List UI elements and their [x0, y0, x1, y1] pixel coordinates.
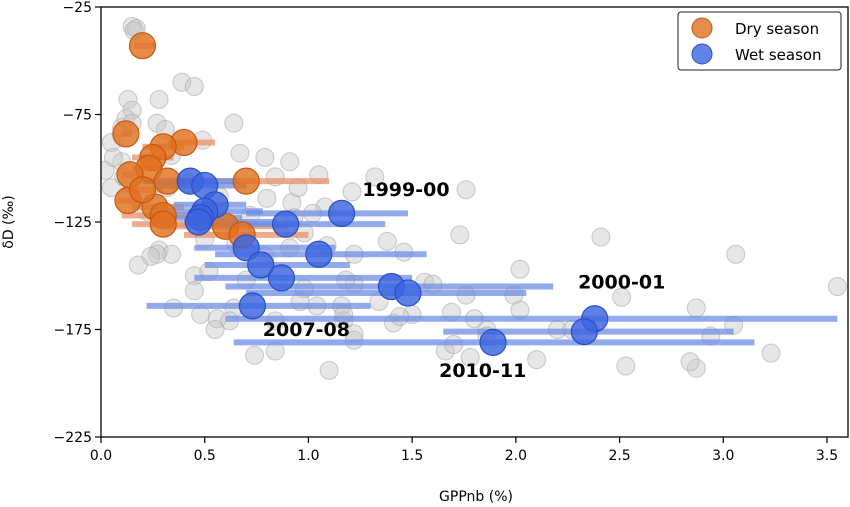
background-point: [827, 277, 847, 296]
wet-season-point: [328, 199, 356, 227]
y-tick-label: −25: [62, 0, 92, 16]
background-point: [128, 255, 148, 275]
background-point: [510, 259, 530, 279]
plot-area: 1999-00 2007-08 2000-01 2010-11: [101, 16, 847, 382]
background-point: [101, 178, 121, 198]
background-point: [591, 227, 611, 247]
wet-season-point: [394, 279, 422, 307]
annotation-2010-11: 2010-11: [439, 360, 526, 382]
background-point: [527, 350, 547, 370]
dry-season-point: [112, 120, 140, 148]
wet-season-point: [272, 210, 300, 238]
dry-season-point: [128, 176, 157, 204]
background-point: [184, 281, 204, 301]
x-axis-label: GPPnb (%): [439, 489, 513, 505]
background-point: [118, 89, 138, 109]
legend-marker-dry: [691, 17, 713, 39]
background-point: [761, 343, 781, 363]
background-point: [224, 113, 244, 133]
background-point: [319, 360, 339, 380]
wet-season-point: [238, 292, 267, 320]
legend-label-wet: Wet season: [735, 46, 822, 64]
background-point: [460, 347, 480, 367]
background-point: [612, 287, 632, 307]
background-point: [280, 152, 300, 172]
y-tick-label: −225: [54, 430, 92, 446]
background-point: [149, 89, 169, 109]
wet-season-point: [479, 328, 507, 356]
legend-marker-wet: [691, 43, 713, 65]
y-tick-label: −175: [54, 323, 92, 339]
wet-season-point: [570, 318, 598, 346]
dry-season-point: [149, 210, 177, 238]
x-tick-label: 1.0: [297, 448, 319, 464]
background-point: [680, 352, 700, 372]
background-point: [365, 167, 385, 187]
annotation-2007-08: 2007-08: [263, 319, 350, 341]
background-point: [244, 345, 264, 365]
x-tick-label: 2.0: [505, 448, 527, 464]
background-point: [205, 320, 225, 339]
legend-box: [677, 11, 842, 71]
dry-season-point: [128, 32, 157, 60]
legend-label-dry: Dry season: [735, 20, 819, 38]
background-point: [172, 72, 192, 92]
wet-season-point: [247, 251, 275, 279]
background-point: [184, 77, 204, 97]
dry-season-point: [232, 167, 260, 195]
background-point: [255, 148, 275, 167]
background-point: [342, 182, 362, 202]
dry-season-point: [153, 167, 181, 195]
background-point: [686, 298, 706, 318]
background-point: [377, 231, 397, 251]
y-tick-label: −125: [54, 215, 92, 231]
background-point: [616, 356, 636, 376]
background-point: [230, 143, 250, 163]
axes: 0.0 0.5 1.0 1.5 2.0 2.5 3.0 3.5 −25 −75 −125 −175 −2…: [54, 0, 839, 464]
x-tick-label: 0.5: [194, 448, 216, 464]
x-tick-label: 0.0: [90, 448, 112, 464]
x-tick-label: 2.5: [608, 448, 630, 464]
wet-season-point: [305, 240, 333, 268]
annotation-2000-01: 2000-01: [578, 272, 665, 294]
y-axis-label: δD (‰): [1, 195, 17, 249]
legend: Dry season Wet season: [677, 11, 842, 71]
y-tick-label: −75: [62, 108, 92, 124]
wet-season-point: [267, 264, 296, 292]
x-tick-label: 3.0: [712, 448, 734, 464]
background-point: [103, 148, 123, 167]
x-tick-label: 1.5: [401, 448, 423, 464]
annotation-1999-00: 1999-00: [362, 179, 449, 201]
marks-group: [101, 16, 847, 380]
background-point: [257, 188, 277, 208]
background-point: [726, 244, 746, 264]
x-tick-label: 3.5: [816, 448, 838, 464]
background-point: [456, 180, 476, 200]
wet-season-point: [184, 208, 213, 236]
background-point: [450, 225, 470, 245]
background-point: [162, 244, 182, 264]
